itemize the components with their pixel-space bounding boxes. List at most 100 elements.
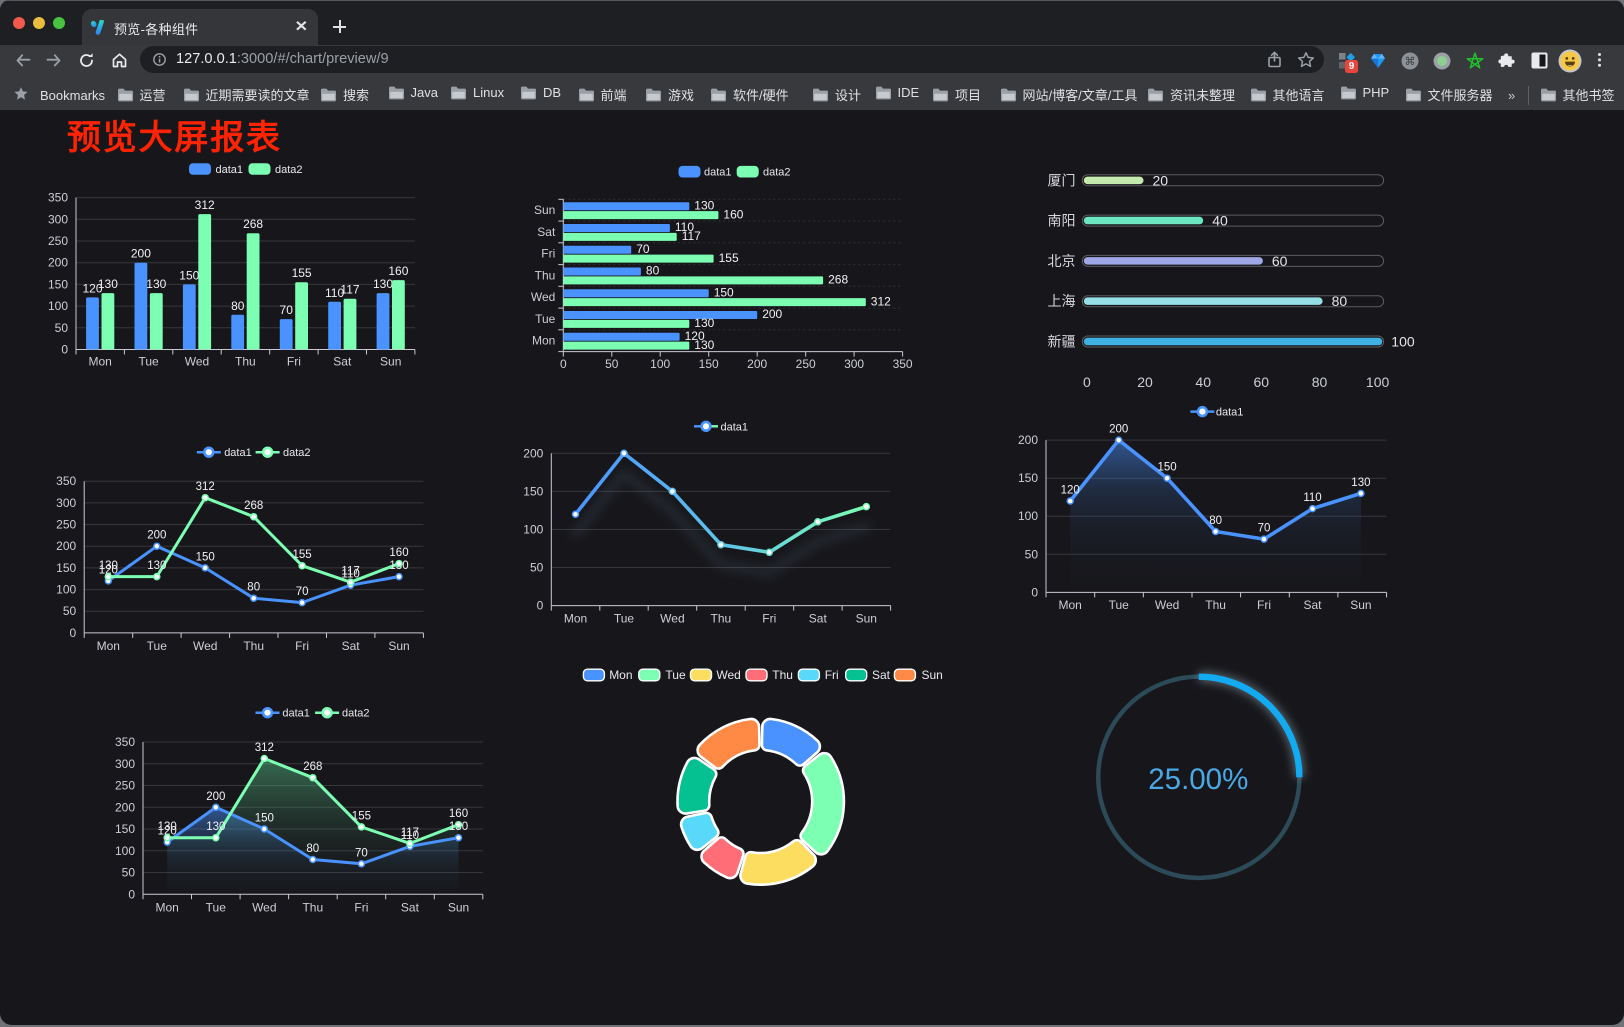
svg-text:Wed: Wed xyxy=(660,612,684,626)
svg-text:Tue: Tue xyxy=(206,901,227,915)
svg-text:Tue: Tue xyxy=(147,639,168,653)
svg-text:data2: data2 xyxy=(275,164,303,176)
svg-text:Thu: Thu xyxy=(772,668,793,682)
svg-text:0: 0 xyxy=(1083,374,1091,390)
svg-text:200: 200 xyxy=(206,791,225,803)
svg-text:150: 150 xyxy=(1158,462,1177,474)
svg-text:100: 100 xyxy=(1018,509,1038,523)
svg-text:100: 100 xyxy=(115,844,135,858)
svg-text:Sun: Sun xyxy=(388,639,409,653)
svg-text:data1: data1 xyxy=(704,167,732,179)
svg-text:⌘: ⌘ xyxy=(1405,56,1416,68)
svg-text:150: 150 xyxy=(115,822,135,836)
svg-text:70: 70 xyxy=(1258,523,1271,535)
svg-text:155: 155 xyxy=(352,810,371,822)
svg-text:200: 200 xyxy=(56,539,76,553)
svg-text:350: 350 xyxy=(893,357,913,371)
svg-text:150: 150 xyxy=(714,285,734,299)
svg-text:250: 250 xyxy=(56,518,76,532)
svg-text:0: 0 xyxy=(1031,585,1038,599)
svg-text:70: 70 xyxy=(280,303,294,317)
svg-text:268: 268 xyxy=(243,217,263,231)
svg-text:上海: 上海 xyxy=(1048,293,1076,309)
svg-text:150: 150 xyxy=(255,813,274,825)
svg-text:data2: data2 xyxy=(342,708,370,720)
svg-text:117: 117 xyxy=(401,827,419,839)
svg-text:Wed: Wed xyxy=(193,639,217,653)
svg-text:Sat: Sat xyxy=(872,668,891,682)
svg-text:155: 155 xyxy=(293,549,312,561)
svg-text:Tue: Tue xyxy=(1109,598,1130,612)
svg-text:100: 100 xyxy=(1366,374,1390,390)
svg-text:Tue: Tue xyxy=(665,668,686,682)
svg-text:120: 120 xyxy=(685,329,705,343)
svg-text:50: 50 xyxy=(1025,547,1039,561)
svg-text:70: 70 xyxy=(636,242,650,256)
svg-text:0: 0 xyxy=(560,357,567,371)
svg-text:200: 200 xyxy=(762,307,782,321)
svg-text:50: 50 xyxy=(530,561,544,575)
svg-text:130: 130 xyxy=(158,821,177,833)
svg-text:北京: 北京 xyxy=(1048,253,1076,269)
svg-text:50: 50 xyxy=(605,357,619,371)
svg-text:160: 160 xyxy=(388,264,408,278)
svg-text:Sat: Sat xyxy=(1303,598,1322,612)
svg-text:150: 150 xyxy=(196,551,215,563)
svg-text:data1: data1 xyxy=(216,164,244,176)
svg-text:Thu: Thu xyxy=(535,269,556,283)
svg-text:80: 80 xyxy=(1332,293,1348,309)
svg-text:80: 80 xyxy=(1312,374,1328,390)
svg-text:130: 130 xyxy=(146,277,166,291)
svg-text:Mon: Mon xyxy=(156,901,179,915)
svg-text:Wed: Wed xyxy=(531,290,555,304)
svg-text:200: 200 xyxy=(747,357,767,371)
svg-text:150: 150 xyxy=(48,277,68,291)
svg-text:25.00%: 25.00% xyxy=(1148,763,1248,796)
svg-text:0: 0 xyxy=(61,343,68,357)
svg-text:80: 80 xyxy=(231,299,245,313)
svg-text:Wed: Wed xyxy=(185,355,209,369)
svg-text:130: 130 xyxy=(694,198,714,212)
svg-text:80: 80 xyxy=(306,843,319,855)
svg-text:200: 200 xyxy=(48,256,68,270)
svg-text:110: 110 xyxy=(401,830,419,842)
svg-text:Mon: Mon xyxy=(89,355,112,369)
svg-text:350: 350 xyxy=(56,474,76,488)
svg-text:155: 155 xyxy=(719,251,739,265)
svg-text:Fri: Fri xyxy=(295,639,309,653)
svg-text:Fri: Fri xyxy=(541,247,555,261)
svg-text:Sat: Sat xyxy=(401,901,420,915)
svg-text:110: 110 xyxy=(325,286,344,300)
svg-text:Thu: Thu xyxy=(711,612,732,626)
svg-text:150: 150 xyxy=(179,268,199,282)
svg-text:Sat: Sat xyxy=(342,639,361,653)
svg-text:100: 100 xyxy=(56,583,76,597)
svg-text:Fri: Fri xyxy=(762,612,776,626)
svg-text:130: 130 xyxy=(99,560,118,572)
svg-text:Thu: Thu xyxy=(302,901,323,915)
svg-text:200: 200 xyxy=(523,446,543,460)
svg-text:南阳: 南阳 xyxy=(1048,213,1076,229)
svg-text:Thu: Thu xyxy=(243,639,264,653)
svg-text:Tue: Tue xyxy=(535,312,556,326)
svg-text:160: 160 xyxy=(723,207,743,221)
svg-text:150: 150 xyxy=(56,561,76,575)
svg-text:300: 300 xyxy=(48,212,68,226)
svg-text:300: 300 xyxy=(56,496,76,510)
svg-text:40: 40 xyxy=(1195,374,1211,390)
svg-text:150: 150 xyxy=(699,357,719,371)
svg-text:data1: data1 xyxy=(224,447,252,459)
svg-text:Sun: Sun xyxy=(448,901,469,915)
svg-text:Sat: Sat xyxy=(809,612,828,626)
svg-text:data2: data2 xyxy=(763,167,791,179)
svg-text:60: 60 xyxy=(1254,374,1270,390)
svg-text:200: 200 xyxy=(115,800,135,814)
svg-text:130: 130 xyxy=(373,277,393,291)
svg-text:130: 130 xyxy=(694,316,714,330)
svg-text:Wed: Wed xyxy=(1155,598,1179,612)
svg-text:data1: data1 xyxy=(282,708,310,720)
svg-text:120: 120 xyxy=(1061,485,1080,497)
svg-text:20: 20 xyxy=(1137,374,1153,390)
svg-text:Fri: Fri xyxy=(287,355,301,369)
svg-text:20: 20 xyxy=(1153,172,1169,188)
